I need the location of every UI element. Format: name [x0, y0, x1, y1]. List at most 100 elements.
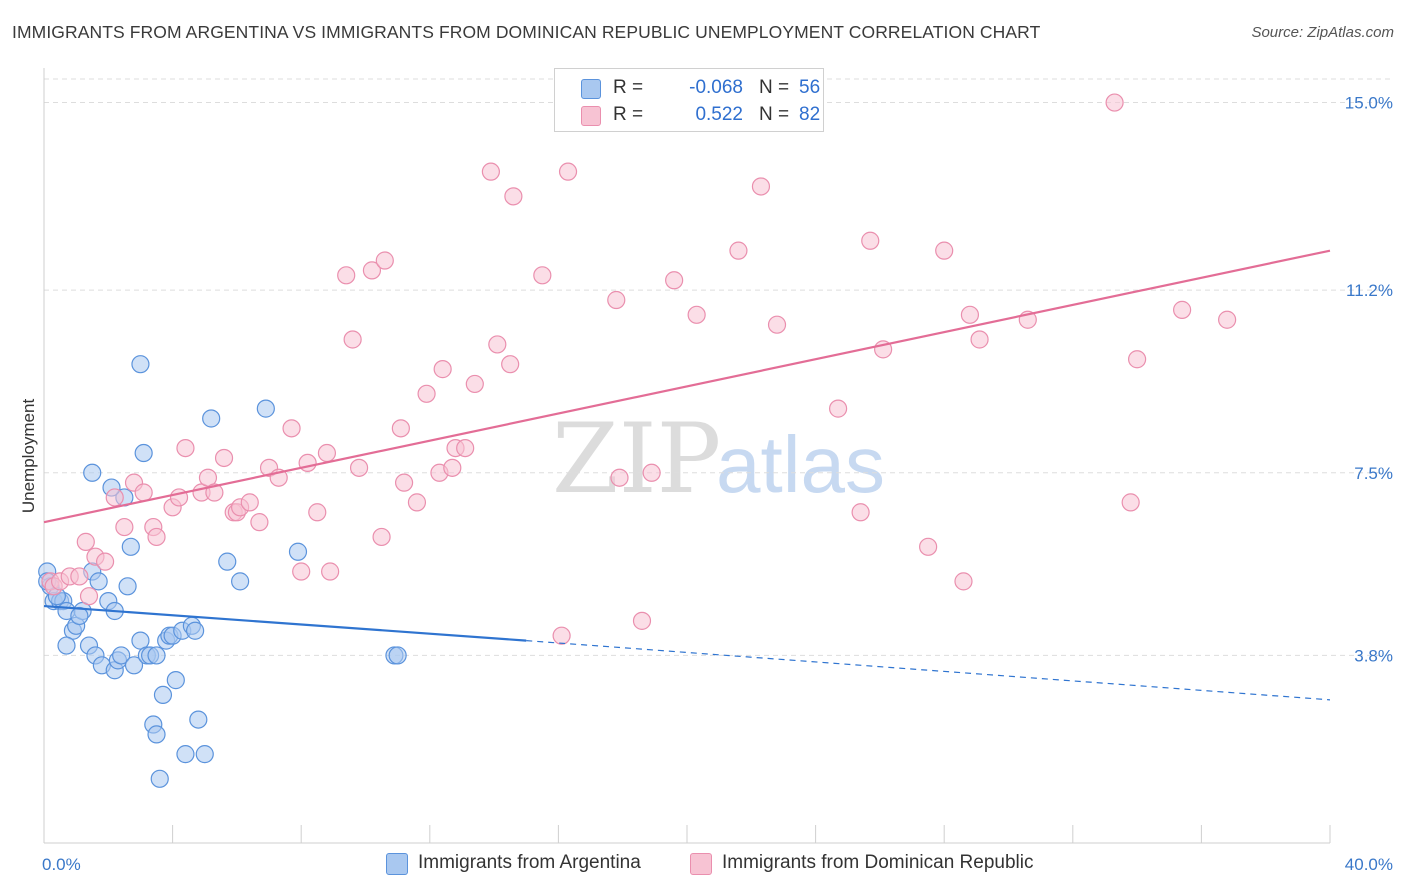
y-tick-label: 15.0% — [1345, 94, 1393, 113]
dominican-point — [240, 493, 259, 512]
dominican-point — [533, 266, 552, 285]
y-tick-label: 11.2% — [1346, 281, 1393, 300]
dominican-point — [558, 162, 578, 181]
dominican-point — [665, 271, 684, 290]
dominican-point — [687, 305, 706, 324]
dominican-point — [443, 458, 462, 477]
dominican-point — [970, 330, 989, 349]
dominican-point — [501, 355, 520, 374]
dominican-point — [282, 419, 301, 438]
r-value-dominican: 0.522 — [695, 104, 743, 125]
dominican-swatch — [581, 106, 601, 126]
argentina-point — [202, 409, 221, 428]
argentina-point — [231, 572, 250, 591]
dominican-point — [960, 305, 980, 324]
dominican-trend-line — [43, 249, 1331, 524]
y-tick-label: 7.5% — [1354, 464, 1393, 483]
data-points — [38, 93, 1237, 788]
axes — [43, 68, 1331, 844]
dominican-point — [391, 419, 410, 438]
argentina-point — [189, 710, 208, 729]
dominican-point — [488, 335, 507, 354]
dominican-point — [1173, 300, 1192, 319]
n-value-argentina: 56 — [799, 77, 821, 98]
dominican-point — [1218, 310, 1237, 329]
watermark-atlas: atlas — [716, 420, 885, 509]
zipatlas-watermark: ZIP atlas — [552, 403, 885, 515]
dominican-point — [375, 251, 394, 270]
dominican-point — [317, 443, 337, 463]
dominican-point — [935, 241, 954, 260]
x-tick-label: 40.0% — [1345, 855, 1393, 874]
dominican-point — [337, 266, 356, 285]
dominican-point — [751, 177, 771, 196]
argentina-point — [70, 606, 89, 626]
argentina-point — [186, 621, 205, 640]
dominican-point — [481, 162, 500, 181]
dominican-point — [95, 552, 115, 571]
dominican-point — [1127, 350, 1147, 369]
gridlines — [44, 78, 1392, 656]
chart-title: IMMIGRANTS FROM ARGENTINA VS IMMIGRANTS … — [12, 22, 1041, 42]
dominican-point — [610, 468, 629, 487]
argentina-point — [195, 745, 214, 764]
dominican-point — [829, 399, 848, 418]
dominican-point — [147, 527, 166, 547]
dominican-point — [861, 231, 880, 250]
dominican-point — [1105, 93, 1124, 112]
dominican-point — [504, 187, 523, 206]
dominican-point — [851, 503, 870, 522]
dominican-point — [70, 567, 89, 586]
argentina-point — [388, 646, 407, 665]
source-credit: Source: ZipAtlas.com — [1251, 24, 1394, 41]
dominican-point — [205, 483, 224, 502]
dominican-point — [394, 473, 414, 492]
x-tick-label: 0.0% — [42, 855, 81, 874]
dominican-point — [214, 448, 234, 468]
dominican-point — [76, 532, 95, 551]
argentina-point — [150, 769, 169, 788]
argentina-point — [218, 552, 237, 571]
y-axis-title: Unemployment — [19, 399, 38, 514]
dominican-point — [308, 503, 327, 522]
argentina-point — [134, 443, 153, 463]
correlation-legend: R = -0.068 N = 56 R = 0.522 N = 82 — [554, 68, 824, 132]
dominican-point — [292, 562, 311, 581]
r-label: R = — [613, 104, 644, 125]
argentina-point — [89, 572, 108, 591]
trend-lines — [43, 249, 1331, 701]
dominican-point — [115, 517, 134, 537]
argentina-swatch — [386, 853, 408, 875]
r-value-argentina: -0.068 — [689, 77, 743, 98]
dominican-point — [433, 360, 452, 379]
argentina-point — [288, 542, 308, 561]
tick-labels: 3.8% 7.5% 11.2% 15.0% 0.0% 40.0% — [42, 94, 1393, 874]
dominican-point — [343, 330, 362, 349]
argentina-trend-extension — [526, 640, 1331, 701]
dominican-point — [250, 513, 269, 532]
dominican-point — [134, 483, 153, 502]
argentina-point — [57, 636, 76, 655]
y-tick-label: 3.8% — [1354, 646, 1393, 665]
dominican-point — [417, 384, 436, 403]
n-label: N = — [759, 104, 790, 125]
dominican-point — [767, 315, 787, 334]
argentina-point — [83, 463, 102, 482]
dominican-point — [176, 438, 195, 458]
dominican-point — [954, 572, 973, 591]
n-value-dominican: 82 — [799, 104, 821, 125]
dominican-point — [105, 488, 124, 507]
argentina-point — [147, 646, 166, 665]
dominican-point — [362, 261, 382, 280]
dominican-point — [642, 463, 661, 482]
argentina-trend-line — [43, 604, 527, 642]
dominican-point — [632, 611, 652, 630]
legend-label-dominican: Immigrants from Dominican Republic — [722, 852, 1034, 873]
argentina-point — [124, 656, 144, 675]
dominican-point — [552, 626, 571, 645]
watermark-zip: ZIP — [552, 403, 721, 515]
dominican-point — [321, 562, 340, 581]
legend-label-argentina: Immigrants from Argentina — [418, 852, 641, 873]
dominican-point — [456, 438, 475, 458]
argentina-point — [121, 537, 140, 556]
